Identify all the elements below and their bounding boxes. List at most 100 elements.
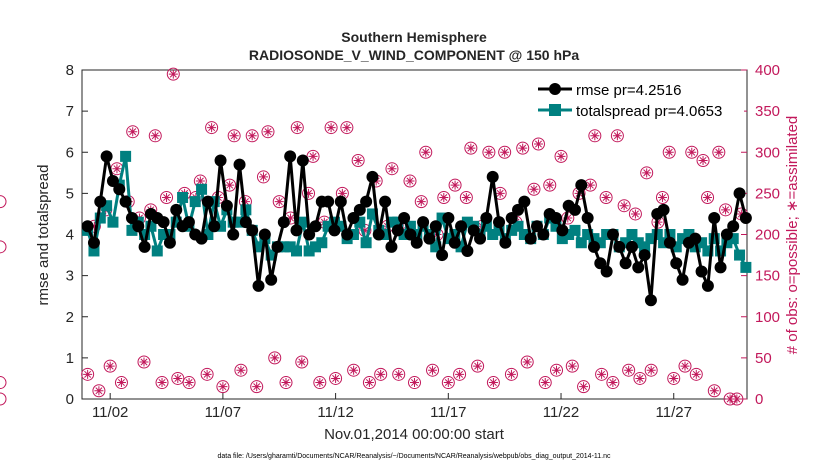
rmse-point <box>423 232 436 245</box>
totalspread-point <box>309 241 321 253</box>
rmse-point <box>328 224 341 237</box>
totalspread-point <box>253 241 265 253</box>
obs-count-point <box>403 174 417 188</box>
obs-count-point <box>712 145 726 159</box>
y-tick-label: 3 <box>66 268 74 285</box>
obs-count-point <box>256 170 270 184</box>
y-right-tick-label: 350 <box>755 103 780 120</box>
x-axis-label: Nov.01,2014 00:00:00 start <box>324 426 505 443</box>
totalspread-point <box>436 212 448 224</box>
totalspread-point <box>715 245 727 257</box>
totalspread-point <box>721 237 733 249</box>
obs-count-point <box>482 145 496 159</box>
totalspread-point <box>189 196 201 208</box>
totalspread-point <box>645 233 657 245</box>
totalspread-point <box>632 237 644 249</box>
totalspread-point <box>664 229 676 240</box>
obs-count-point <box>374 367 388 381</box>
rmse-point <box>360 195 373 208</box>
rmse-point <box>587 240 600 253</box>
totalspread-point <box>322 220 334 232</box>
rmse-point <box>486 170 499 183</box>
totalspread-point <box>696 237 708 249</box>
totalspread-point <box>354 216 366 228</box>
rmse-point <box>493 216 506 229</box>
rmse-point <box>220 199 233 212</box>
y-tick-label: 5 <box>66 185 74 202</box>
rmse-point <box>100 150 113 163</box>
obs-count-point <box>171 371 185 385</box>
totalspread-point <box>734 249 746 261</box>
totalspread-point <box>487 229 499 240</box>
totalspread-point <box>575 237 587 249</box>
chart-subtitle: RADIOSONDE_V_WIND_COMPONENT @ 150 hPa <box>249 47 579 63</box>
totalspread-point <box>512 220 524 232</box>
totalspread-point <box>120 150 132 162</box>
x-tick-label: 11/12 <box>317 404 353 421</box>
totalspread-point <box>284 241 296 253</box>
obs-count-point <box>531 137 545 151</box>
obs-count-point <box>234 363 248 377</box>
obs-count-point <box>599 190 613 204</box>
rmse-point <box>613 240 626 253</box>
obs-count-point <box>628 207 642 221</box>
obs-count-point <box>437 190 451 204</box>
rmse-point <box>461 244 474 257</box>
rmse-point <box>625 240 638 253</box>
totalspread-point <box>208 196 220 208</box>
totalspread-point <box>379 229 391 240</box>
totalspread-point <box>297 216 309 228</box>
obs-count-point <box>250 380 264 394</box>
obs-count-point <box>324 121 338 135</box>
totalspread-point <box>506 224 518 236</box>
rmse-point <box>138 240 151 253</box>
totalspread-point <box>290 245 302 257</box>
rmse-point <box>474 232 487 245</box>
obs-count-point <box>527 182 541 196</box>
rmse-point <box>537 228 550 241</box>
rmse-point <box>252 279 265 292</box>
obs-count-point <box>155 376 169 390</box>
obs-count-point <box>685 145 699 159</box>
obs-count-point <box>441 376 455 390</box>
totalspread-point <box>480 220 492 232</box>
rmse-point <box>132 220 145 233</box>
obs-count-point <box>160 190 174 204</box>
legend-rmse-label: rmse pr=4.2516 <box>576 82 681 99</box>
rmse-point <box>106 175 119 188</box>
y-right-tick-label: 200 <box>755 227 780 244</box>
totalspread-point <box>278 241 290 253</box>
obs-count-point <box>498 145 512 159</box>
obs-count-point <box>565 359 579 373</box>
rmse-point <box>512 203 525 216</box>
totalspread-point <box>658 237 670 249</box>
y-tick-label: 7 <box>66 103 74 120</box>
legend-spread-marker <box>549 104 561 116</box>
rmse-point <box>94 195 107 208</box>
rmse-point <box>214 154 227 167</box>
rmse-point <box>632 261 645 274</box>
obs-count-point <box>392 367 406 381</box>
totalspread-point <box>335 220 347 232</box>
obs-count-point <box>520 355 534 369</box>
rmse-point <box>341 228 354 241</box>
rmse-point <box>271 240 284 253</box>
totalspread-point <box>411 229 423 240</box>
rmse-point <box>568 203 581 216</box>
obs-count-point <box>419 145 433 159</box>
rmse-point <box>233 158 246 171</box>
rmse-point <box>366 170 379 183</box>
obs-count-point <box>0 393 7 406</box>
obs-count-point <box>516 141 530 155</box>
rmse-point <box>284 150 297 163</box>
rmse-point <box>81 220 94 233</box>
rmse-point <box>448 236 461 249</box>
totalspread-point <box>442 233 454 245</box>
obs-count-point <box>538 376 552 390</box>
totalspread-point <box>594 237 606 249</box>
y-right-tick-label: 400 <box>755 62 780 79</box>
rmse-point <box>303 228 316 241</box>
obs-count-point <box>245 129 259 143</box>
rmse-point <box>410 236 423 249</box>
